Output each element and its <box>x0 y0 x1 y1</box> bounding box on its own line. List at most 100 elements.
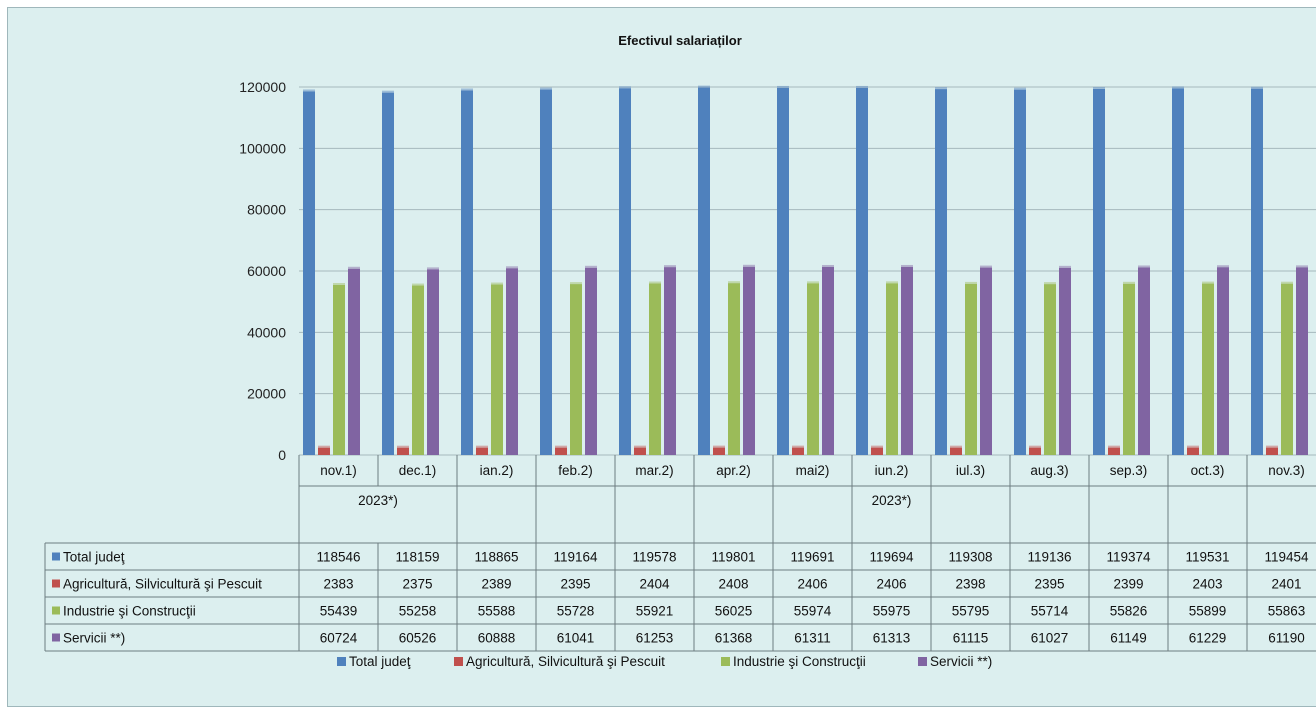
data-label: 55826 <box>1110 604 1148 619</box>
data-label: 61115 <box>953 631 989 646</box>
y-tick-label: 100000 <box>239 140 286 156</box>
data-label: 60526 <box>399 631 437 646</box>
x-tick-label: apr.2) <box>716 463 751 478</box>
data-label: 55588 <box>478 604 516 619</box>
data-label: 61041 <box>557 631 595 646</box>
chart-title: Efectivul salariaților <box>618 33 742 48</box>
bar-1 <box>1251 88 1263 455</box>
data-label: 55974 <box>794 604 832 619</box>
bar-3 <box>807 283 819 455</box>
bar-cap <box>950 445 962 448</box>
bar-cap <box>1266 445 1278 448</box>
bar-1 <box>303 91 315 456</box>
bar-cap <box>427 267 439 270</box>
bar-cap <box>965 281 977 284</box>
data-label: 55899 <box>1189 604 1227 619</box>
bar-cap <box>743 264 755 267</box>
legend-label: Agricultură, Silvicultură şi Pescuit <box>466 654 665 669</box>
data-label: 55439 <box>320 604 358 619</box>
bar-cap <box>807 281 819 284</box>
legend-label: Servicii **) <box>930 654 992 669</box>
bar-cap <box>698 85 710 88</box>
bar-2 <box>318 447 330 455</box>
data-label: 119801 <box>711 550 755 565</box>
data-label: 55728 <box>557 604 595 619</box>
bar-1 <box>1172 88 1184 455</box>
x-tick-label: nov.1) <box>320 463 357 478</box>
data-label: 55258 <box>399 604 437 619</box>
bar-cap <box>901 264 913 267</box>
bar-3 <box>1202 283 1214 455</box>
bar-4 <box>664 267 676 455</box>
data-label: 2395 <box>1034 577 1064 592</box>
data-label: 56025 <box>715 604 753 619</box>
table-legend-key <box>52 633 60 642</box>
bar-3 <box>412 285 424 455</box>
data-label: 2395 <box>560 577 590 592</box>
data-label: 55795 <box>952 604 990 619</box>
bar-cap <box>476 445 488 448</box>
bar-1 <box>1093 88 1105 455</box>
bar-cap <box>713 445 725 448</box>
table-legend-key <box>52 579 60 588</box>
bar-2 <box>634 447 646 455</box>
data-label: 2399 <box>1113 577 1143 592</box>
bar-cap <box>570 282 582 285</box>
bar-2 <box>1108 447 1120 455</box>
bar-4 <box>1296 267 1308 455</box>
bar-cap <box>1014 87 1026 90</box>
data-label: 119374 <box>1106 550 1151 565</box>
x-tick-label: iun.2) <box>875 463 909 478</box>
bar-1 <box>461 90 473 456</box>
bar-cap <box>506 266 518 269</box>
data-label: 2406 <box>797 577 827 592</box>
bar-cap <box>412 283 424 286</box>
data-label: 2401 <box>1271 577 1301 592</box>
table-legend-key <box>52 552 60 561</box>
bar-1 <box>935 89 947 455</box>
data-label: 55863 <box>1268 604 1306 619</box>
bar-3 <box>491 284 503 455</box>
y-tick-label: 80000 <box>247 202 286 218</box>
bar-cap <box>348 266 360 269</box>
bar-cap <box>1202 281 1214 284</box>
data-label: 2404 <box>639 577 670 592</box>
bar-cap <box>935 87 947 90</box>
y-tick-label: 60000 <box>247 263 286 279</box>
bar-cap <box>649 281 661 284</box>
bar-cap <box>1108 445 1120 448</box>
bar-cap <box>1187 445 1199 448</box>
legend-swatch <box>454 657 463 666</box>
bar-cap <box>728 281 740 284</box>
bar-cap <box>318 445 330 448</box>
bar-4 <box>822 266 834 455</box>
bar-cap <box>1281 281 1293 284</box>
bar-cap <box>634 445 646 448</box>
category-group-label: 2023*) <box>872 493 912 508</box>
bar-2 <box>397 447 409 455</box>
legend-label: Total judeţ <box>349 654 411 669</box>
data-label: 61368 <box>715 631 753 646</box>
bar-cap <box>1044 282 1056 285</box>
y-tick-label: 120000 <box>239 79 286 95</box>
data-label: 119454 <box>1264 550 1309 565</box>
data-label: 2408 <box>718 577 748 592</box>
data-label: 2398 <box>955 577 985 592</box>
data-label: 119308 <box>948 550 992 565</box>
data-label: 119694 <box>869 550 914 565</box>
bar-cap <box>555 445 567 448</box>
bar-2 <box>950 447 962 455</box>
bar-3 <box>333 284 345 455</box>
bar-cap <box>382 90 394 93</box>
data-label: 61190 <box>1268 631 1305 646</box>
x-tick-label: nov.3) <box>1268 463 1305 478</box>
data-label: 119691 <box>790 550 834 565</box>
bar-1 <box>619 88 631 456</box>
bar-cap <box>792 445 804 448</box>
bar-4 <box>743 266 755 455</box>
bar-cap <box>619 86 631 89</box>
x-tick-label: sep.3) <box>1110 463 1148 478</box>
bar-2 <box>871 447 883 455</box>
bar-4 <box>1217 267 1229 455</box>
bar-4 <box>980 267 992 455</box>
